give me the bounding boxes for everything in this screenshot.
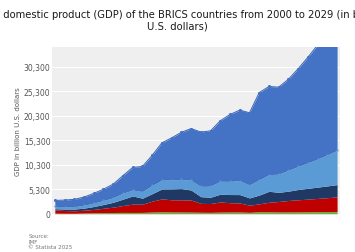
Point xyxy=(208,129,213,133)
Point xyxy=(237,179,242,183)
Point xyxy=(334,149,340,153)
Point xyxy=(140,165,145,169)
Point xyxy=(159,178,165,182)
Point xyxy=(218,119,223,123)
Point xyxy=(120,191,126,195)
Point xyxy=(295,165,301,169)
Point xyxy=(324,30,330,35)
Point xyxy=(71,205,77,209)
Point xyxy=(276,86,282,90)
Point xyxy=(218,179,223,183)
Point xyxy=(52,199,58,203)
Point xyxy=(159,141,165,145)
Point xyxy=(208,184,213,188)
Point xyxy=(266,173,272,177)
Point xyxy=(324,153,330,157)
Y-axis label: GDP in billion U.S. dollars: GDP in billion U.S. dollars xyxy=(15,87,21,175)
Point xyxy=(110,182,116,186)
Text: Gross domestic product (GDP) of the BRICS countries from 2000 to 2029 (in billio: Gross domestic product (GDP) of the BRIC… xyxy=(0,10,355,32)
Point xyxy=(62,205,67,209)
Point xyxy=(285,78,291,82)
Point xyxy=(285,169,291,173)
Point xyxy=(334,16,340,20)
Point xyxy=(276,172,282,176)
Point xyxy=(179,131,184,135)
Point xyxy=(130,166,136,170)
Point xyxy=(110,196,116,200)
Point xyxy=(188,127,194,131)
Point xyxy=(295,68,301,72)
Point xyxy=(52,205,58,209)
Point xyxy=(91,201,97,205)
Point xyxy=(227,179,233,183)
Point xyxy=(237,109,242,113)
Point xyxy=(101,187,106,192)
Point xyxy=(81,195,87,199)
Point xyxy=(62,198,67,202)
Point xyxy=(198,185,204,189)
Point xyxy=(247,111,252,115)
Point xyxy=(101,199,106,203)
Point xyxy=(256,178,262,182)
Point xyxy=(130,188,136,192)
Point xyxy=(315,157,321,161)
Point xyxy=(227,113,233,117)
Point xyxy=(149,183,155,187)
Point xyxy=(247,183,252,187)
Text: Source:
IMF
© Statista 2025: Source: IMF © Statista 2025 xyxy=(28,233,73,249)
Point xyxy=(179,178,184,182)
Point xyxy=(198,131,204,135)
Point xyxy=(305,161,311,165)
Point xyxy=(91,192,97,196)
Point xyxy=(305,56,311,60)
Point xyxy=(169,136,174,140)
Point xyxy=(140,190,145,194)
Point xyxy=(256,91,262,95)
Point xyxy=(120,174,126,178)
Point xyxy=(81,203,87,207)
Point xyxy=(315,44,321,48)
Point xyxy=(169,178,174,182)
Point xyxy=(149,154,155,158)
Point xyxy=(71,198,77,202)
Point xyxy=(188,178,194,182)
Point xyxy=(266,85,272,89)
